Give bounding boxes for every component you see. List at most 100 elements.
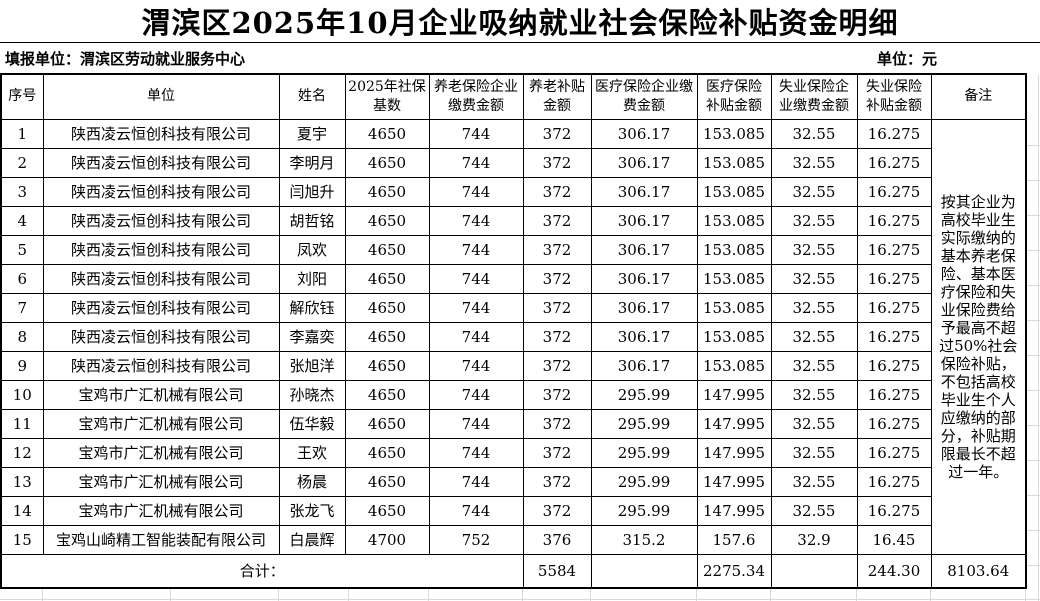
cell-pension-sub: 372 — [522, 379, 592, 410]
cell-no: 9 — [0, 350, 44, 381]
cell-name: 解欣钰 — [278, 292, 346, 323]
table-row: 9 陕西凌云恒创科技有限公司 张旭洋 4650 744 372 306.17 153.085 3… — [0, 350, 1026, 381]
total-row: 合计： 5584 2275.34 244.30 8103.64 — [0, 553, 1027, 589]
gridline — [1027, 425, 1040, 426]
cell-medical-pay: 306.17 — [590, 350, 698, 381]
cell-medical-pay: 295.99 — [590, 495, 698, 526]
total-pension-sub: 5584 — [522, 553, 592, 589]
total-unemp-pay — [770, 553, 858, 589]
cell-unemp-pay: 32.55 — [770, 321, 858, 352]
cell-unemp-sub: 16.275 — [856, 263, 932, 294]
cell-pension-sub: 372 — [522, 118, 592, 149]
cell-pension-pay: 744 — [428, 205, 524, 236]
cell-unemp-sub: 16.275 — [856, 205, 932, 236]
gridline — [522, 589, 523, 601]
table-row: 13 宝鸡市广汇机械有限公司 杨晨 4650 744 372 295.99 147.995 32… — [0, 466, 1026, 497]
cell-medical-pay: 306.17 — [590, 205, 698, 236]
cell-name: 刘阳 — [278, 263, 346, 294]
cell-medical-sub: 147.995 — [696, 495, 772, 526]
cell-medical-sub: 147.995 — [696, 437, 772, 468]
total-medical-pay — [590, 553, 698, 589]
gridline — [930, 589, 931, 601]
cell-company: 宝鸡市广汇机械有限公司 — [42, 437, 280, 468]
col-header-name: 姓名 — [278, 73, 346, 120]
gridline — [1027, 565, 1040, 566]
cell-no: 8 — [0, 321, 44, 352]
cell-medical-pay: 295.99 — [590, 379, 698, 410]
cell-pension-pay: 744 — [428, 495, 524, 526]
cell-no: 15 — [0, 524, 44, 555]
cell-no: 7 — [0, 292, 44, 323]
cell-pension-sub: 372 — [522, 234, 592, 265]
gridline — [1027, 215, 1040, 216]
cell-pension-pay: 752 — [428, 524, 524, 555]
cell-name: 张旭洋 — [278, 350, 346, 381]
cell-medical-sub: 153.085 — [696, 292, 772, 323]
col-header-medical-sub: 医疗保险补贴金额 — [696, 73, 772, 120]
cell-medical-sub: 153.085 — [696, 234, 772, 265]
cell-pension-pay: 744 — [428, 321, 524, 352]
cell-medical-pay: 306.17 — [590, 147, 698, 178]
cell-base: 4650 — [344, 176, 430, 207]
col-header-company: 单位 — [42, 73, 280, 120]
cell-base: 4650 — [344, 321, 430, 352]
total-unemp-sub: 244.30 — [856, 553, 932, 589]
cell-name: 杨晨 — [278, 466, 346, 497]
cell-base: 4650 — [344, 205, 430, 236]
cell-medical-sub: 153.085 — [696, 176, 772, 207]
cell-unemp-sub: 16.275 — [856, 408, 932, 439]
cell-no: 14 — [0, 495, 44, 526]
subsidy-table: 序号 单位 姓名 2025年社保基数 养老保险企业缴费金额 养老补贴金额 医疗保险企业缴费金… — [0, 73, 1027, 589]
table-row: 8 陕西凌云恒创科技有限公司 李嘉奕 4650 744 372 306.17 153.085 3… — [0, 321, 1026, 352]
cell-name: 白晨辉 — [278, 524, 346, 555]
cell-company: 陕西凌云恒创科技有限公司 — [42, 234, 280, 265]
table-row: 11 宝鸡市广汇机械有限公司 伍华毅 4650 744 372 295.99 147.995 3… — [0, 408, 1026, 439]
table-row: 6 陕西凌云恒创科技有限公司 刘阳 4650 744 372 306.17 153.085 32… — [0, 263, 1026, 294]
cell-medical-pay: 306.17 — [590, 118, 698, 149]
gridline — [770, 589, 771, 601]
gridline — [1027, 320, 1040, 321]
cell-base: 4650 — [344, 234, 430, 265]
cell-base: 4700 — [344, 524, 430, 555]
cell-unemp-sub: 16.275 — [856, 379, 932, 410]
cell-unemp-sub: 16.275 — [856, 350, 932, 381]
cell-unemp-sub: 16.275 — [856, 147, 932, 178]
gridline — [1027, 180, 1040, 181]
total-label: 合计： — [0, 553, 524, 589]
cell-base: 4650 — [344, 350, 430, 381]
page-title: 渭滨区2025年10月企业吸纳就业社会保险补贴资金明细 — [0, 0, 1040, 43]
cell-medical-pay: 315.2 — [590, 524, 698, 555]
cell-medical-sub: 153.085 — [696, 350, 772, 381]
cell-medical-sub: 157.6 — [696, 524, 772, 555]
cell-unemp-pay: 32.55 — [770, 466, 858, 497]
gridline — [1025, 589, 1026, 601]
table-row: 12 宝鸡市广汇机械有限公司 王欢 4650 744 372 295.99 147.995 32… — [0, 437, 1026, 468]
cell-pension-sub: 376 — [522, 524, 592, 555]
cell-pension-pay: 744 — [428, 234, 524, 265]
gridline — [1027, 285, 1040, 286]
gridline — [1027, 460, 1040, 461]
table-row: 2 陕西凌云恒创科技有限公司 李明月 4650 744 372 306.17 153.085 3… — [0, 147, 1026, 178]
col-header-unemp-pay: 失业保险企业缴费金额 — [770, 73, 858, 120]
gridline — [1038, 75, 1039, 601]
cell-company: 陕西凌云恒创科技有限公司 — [42, 205, 280, 236]
cell-base: 4650 — [344, 466, 430, 497]
cell-company: 宝鸡市广汇机械有限公司 — [42, 466, 280, 497]
cell-unemp-pay: 32.55 — [770, 495, 858, 526]
col-header-remark: 备注 — [930, 73, 1027, 120]
table-row: 7 陕西凌云恒创科技有限公司 解欣钰 4650 744 372 306.17 153.085 3… — [0, 292, 1026, 323]
cell-unemp-pay: 32.55 — [770, 118, 858, 149]
cell-company: 陕西凌云恒创科技有限公司 — [42, 147, 280, 178]
cell-company: 宝鸡市广汇机械有限公司 — [42, 379, 280, 410]
cell-unemp-pay: 32.55 — [770, 408, 858, 439]
cell-medical-pay: 306.17 — [590, 176, 698, 207]
cell-pension-pay: 744 — [428, 292, 524, 323]
cell-company: 陕西凌云恒创科技有限公司 — [42, 118, 280, 149]
table-row: 5 陕西凌云恒创科技有限公司 凤欢 4650 744 372 306.17 153.085 32… — [0, 234, 1026, 265]
cell-name: 凤欢 — [278, 234, 346, 265]
cell-pension-sub: 372 — [522, 292, 592, 323]
cell-medical-pay: 295.99 — [590, 437, 698, 468]
gridline — [856, 589, 857, 601]
cell-medical-sub: 153.085 — [696, 147, 772, 178]
